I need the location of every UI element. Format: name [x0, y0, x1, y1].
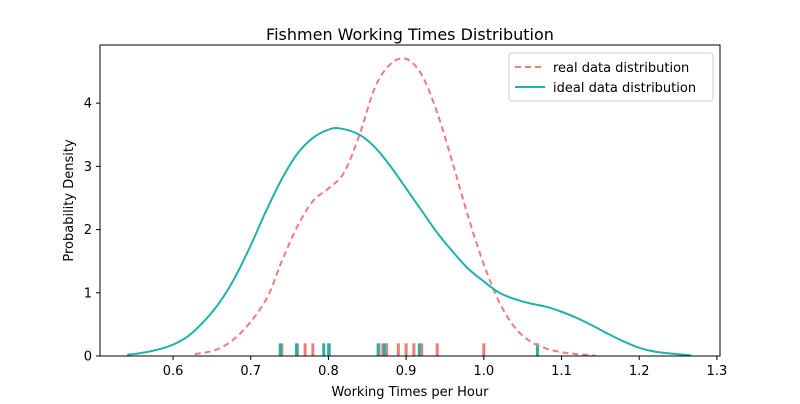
- chart-title: Fishmen Working Times Distribution: [266, 25, 554, 44]
- y-tick-label: 0: [84, 350, 92, 365]
- y-axis: 0 1 2 3 4: [84, 97, 100, 365]
- plot-area: [127, 57, 692, 357]
- x-tick-label: 1.1: [551, 364, 572, 379]
- y-tick-label: 3: [84, 160, 92, 175]
- density-line-ideal: [127, 127, 692, 357]
- axes-frame: [99, 44, 721, 357]
- x-tick-label: 1.3: [707, 364, 728, 379]
- x-tick-label: 0.9: [396, 364, 417, 379]
- legend-box: [508, 52, 714, 102]
- y-tick-label: 1: [84, 286, 92, 301]
- y-axis-label: Probability Density: [62, 139, 77, 262]
- legend-label-real: real data distribution: [553, 61, 689, 76]
- x-tick-label: 1.2: [629, 364, 650, 379]
- legend: real data distribution ideal data distri…: [508, 52, 714, 102]
- x-tick-label: 1.0: [473, 364, 494, 379]
- x-tick-label: 0.7: [240, 364, 261, 379]
- x-tick-label: 0.6: [163, 364, 184, 379]
- x-tick-label: 0.8: [318, 364, 339, 379]
- x-axis: 0.6 0.7 0.8 0.9 1.0 1.1 1.2 1.3: [163, 356, 728, 379]
- y-tick-label: 4: [84, 97, 92, 112]
- legend-label-ideal: ideal data distribution: [553, 81, 696, 96]
- density-line-real: [194, 57, 595, 357]
- x-axis-label: Working Times per Hour: [332, 385, 490, 400]
- y-tick-label: 2: [84, 223, 92, 238]
